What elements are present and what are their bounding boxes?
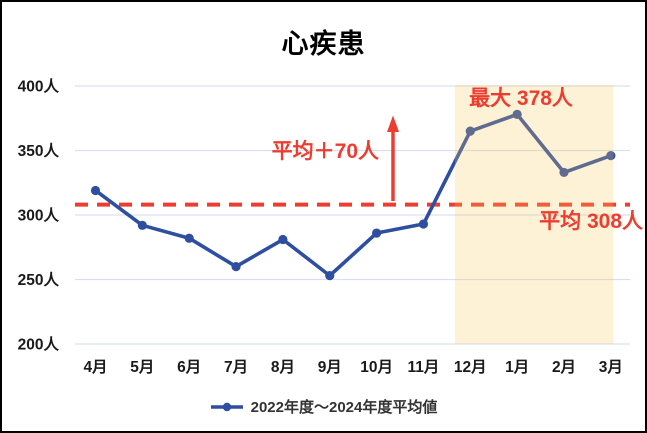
annotation-avg-plus: 平均＋70人 bbox=[272, 139, 379, 163]
x-tick-label: 12月 bbox=[454, 358, 487, 376]
highlight-band bbox=[455, 85, 614, 344]
y-tick-label: 250人 bbox=[18, 271, 60, 289]
legend: 2022年度～2024年度平均値 bbox=[2, 396, 645, 417]
y-tick-label: 200人 bbox=[18, 336, 60, 354]
x-tick-label: 10月 bbox=[360, 358, 393, 376]
y-tick-label: 300人 bbox=[18, 207, 60, 225]
data-point-10月 bbox=[372, 228, 382, 238]
trend-line bbox=[93, 112, 613, 278]
x-tick-label: 1月 bbox=[505, 358, 529, 376]
increase-arrow-head-icon bbox=[387, 115, 399, 132]
y-tick-label: 400人 bbox=[18, 78, 60, 96]
annotation-max: 最大 378人 bbox=[469, 87, 573, 110]
x-tick-label: 2月 bbox=[552, 358, 576, 376]
legend-line-marker-icon bbox=[210, 402, 243, 411]
chart-title: 心疾患 bbox=[281, 29, 366, 59]
x-tick-label: 6月 bbox=[177, 358, 201, 376]
data-point-5月 bbox=[137, 220, 147, 230]
data-point-4月 bbox=[90, 185, 101, 196]
data-point-3月 bbox=[606, 151, 616, 161]
data-point-9月 bbox=[325, 271, 335, 281]
x-tick-label: 8月 bbox=[271, 358, 295, 376]
data-point-2月 bbox=[559, 167, 569, 178]
data-point-12月 bbox=[465, 126, 475, 136]
data-point-1月 bbox=[512, 109, 522, 119]
x-tick-label: 3月 bbox=[599, 358, 623, 376]
x-tick-label: 9月 bbox=[318, 358, 342, 376]
x-tick-label: 7月 bbox=[224, 358, 248, 376]
data-point-7月 bbox=[231, 262, 241, 272]
data-point-6月 bbox=[184, 233, 194, 243]
x-tick-label: 5月 bbox=[130, 358, 154, 376]
data-point-11月 bbox=[418, 219, 429, 229]
legend-label: 2022年度～2024年度平均値 bbox=[250, 399, 438, 416]
x-tick-label: 4月 bbox=[83, 358, 107, 376]
y-tick-label: 350人 bbox=[18, 142, 60, 160]
annotation-average: 平均 308人 bbox=[539, 209, 643, 233]
x-tick-label: 11月 bbox=[408, 358, 440, 376]
data-point-8月 bbox=[278, 234, 288, 245]
